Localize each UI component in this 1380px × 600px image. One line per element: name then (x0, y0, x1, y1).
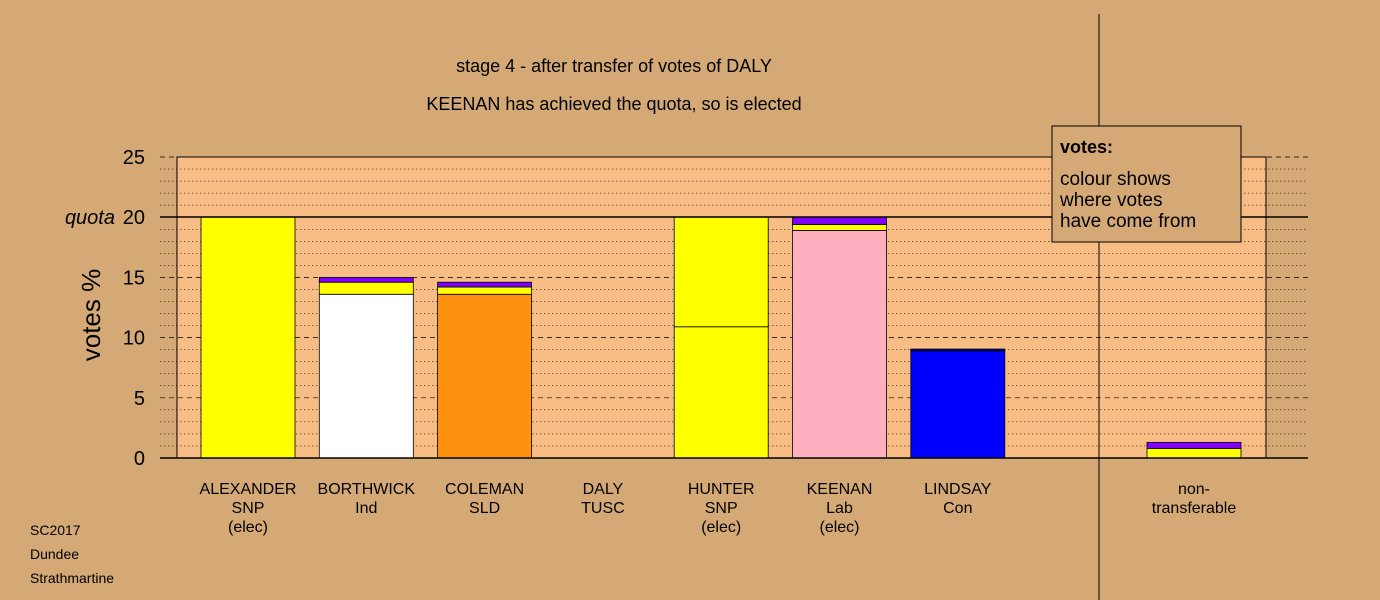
legend-title: votes: (1060, 137, 1113, 157)
y-tick-label: 0 (134, 448, 145, 470)
bar-segment (1146, 441, 1242, 449)
y-tick-label: 20 (123, 207, 145, 229)
bar-segment (910, 350, 1006, 459)
x-tick-label: transferable (1152, 500, 1237, 517)
bar-segment (792, 224, 887, 231)
footer-line: Dundee (30, 546, 80, 562)
y-tick-label: 10 (123, 328, 145, 350)
x-tick-label: TUSC (581, 500, 625, 517)
legend-line: colour shows (1060, 169, 1171, 190)
bar-segment (437, 293, 533, 459)
x-tick-label: Con (943, 500, 972, 517)
y-tick-label: 15 (123, 267, 145, 289)
x-tick-label: DALY (583, 481, 624, 498)
x-tick-label: COLEMAN (445, 481, 524, 498)
x-tick-label: SNP (705, 500, 738, 517)
x-tick-label: ALEXANDER (200, 481, 297, 498)
bar-segment (792, 230, 887, 459)
bar-segment (318, 293, 414, 459)
legend-box: votes: colour shows where votes have com… (1051, 125, 1242, 243)
x-tick-label: SNP (232, 500, 265, 517)
bar-segment (318, 281, 414, 295)
x-tick-label: LINDSAY (924, 481, 992, 498)
bar-segment (200, 216, 296, 459)
y-axis-ticks: 0 5 10 15 20 25 (123, 147, 145, 470)
legend-line: have come from (1060, 211, 1196, 232)
x-tick-label: SLD (469, 500, 500, 517)
x-tick-label: KEENAN (807, 481, 873, 498)
x-tick-label: HUNTER (688, 481, 755, 498)
footer-line: Strathmartine (30, 570, 115, 586)
y-axis-label: votes % (76, 269, 106, 362)
chart-title: stage 4 - after transfer of votes of DAL… (456, 56, 772, 76)
y-tick-label: 5 (134, 388, 145, 410)
x-axis-labels: ALEXANDER SNP (elec) BORTHWICK Ind COLEMAN SLD… (200, 481, 1237, 536)
bar-segment (673, 326, 769, 459)
chart-subtitle: KEENAN has achieved the quota, so is ele… (426, 94, 801, 114)
quota-label: quota (65, 207, 115, 229)
x-tick-label: non- (1178, 481, 1210, 498)
x-tick-label: (elec) (701, 519, 741, 536)
x-tick-label: Lab (826, 500, 853, 517)
bar-segment (1146, 447, 1242, 459)
bar-segment (792, 216, 887, 225)
x-tick-label: (elec) (228, 519, 268, 536)
footer-line: SC2017 (30, 522, 81, 538)
bar-segment (437, 281, 533, 288)
footer: SC2017 Dundee Strathmartine (30, 518, 114, 590)
x-tick-label: (elec) (819, 519, 859, 536)
bar-segment (437, 286, 533, 295)
x-tick-label: BORTHWICK (318, 481, 416, 498)
y-tick-label: 25 (123, 147, 145, 169)
x-tick-label: Ind (355, 500, 377, 517)
bar-segment (318, 276, 414, 283)
bar-segment (910, 348, 1006, 352)
bar-segment (673, 216, 769, 328)
legend-line: where votes (1059, 190, 1162, 211)
